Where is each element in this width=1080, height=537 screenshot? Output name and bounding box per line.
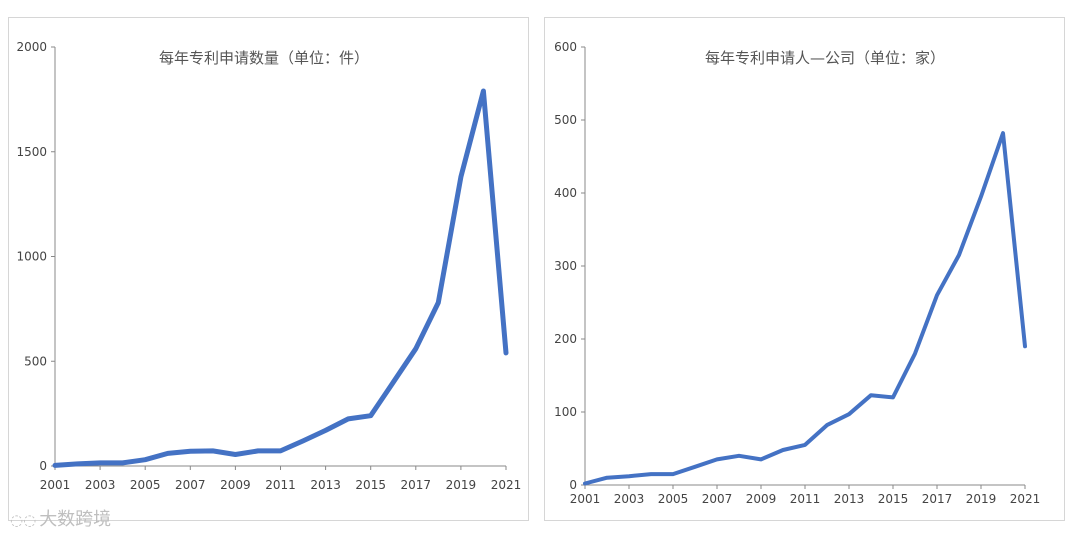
y-tick-label: 600 [554,40,577,54]
chart-title: 每年专利申请数量（单位：件） [159,49,369,67]
watermark-text: 大数跨境 [39,509,112,530]
x-tick-label: 2007 [175,478,206,492]
series-line [583,131,1027,486]
x-tick-label: 2017 [401,478,432,492]
chart-marks: 0 500 1000 1500 2000 2001 2003 2005 2007 2009 2011… [16,40,521,492]
watermark: ◌◌ 大数跨境 [10,505,111,531]
speech-bubble-icon: ◌◌ [10,511,37,529]
x-tick-label: 2013 [834,492,865,506]
y-tick-label: 0 [39,459,47,473]
x-tick-label: 2011 [790,492,821,506]
y-tick-label: 200 [554,332,577,346]
x-tick-label: 2013 [310,478,341,492]
chart-patent-applicant-companies: 每年专利申请人—公司（单位：家） 0 100 200 300 400 500 600 2001… [554,40,1040,506]
x-tick-label: 2001 [40,478,71,492]
x-tick-label: 2019 [446,478,477,492]
x-tick-label: 2003 [85,478,116,492]
x-tick-label: 2007 [702,492,733,506]
x-tick-label: 2005 [130,478,161,492]
y-tick-label: 1000 [16,250,47,264]
x-tick-label: 2017 [922,492,953,506]
series-line [52,88,509,468]
y-tick-label: 500 [554,113,577,127]
y-tick-label: 300 [554,259,577,273]
x-tick-label: 2003 [614,492,645,506]
chart-panel-patent-applicant-companies: 每年专利申请人—公司（单位：家） 0 100 200 300 400 500 600 2001… [544,17,1065,521]
y-tick-label: 1500 [16,145,47,159]
x-tick-label: 2001 [570,492,601,506]
x-tick-label: 2009 [220,478,251,492]
x-tick-label: 2005 [658,492,689,506]
x-tick-label: 2021 [491,478,522,492]
x-tick-label: 2019 [966,492,997,506]
y-tick-label: 0 [569,478,577,492]
x-tick-label: 2009 [746,492,777,506]
x-tick-label: 2021 [1010,492,1041,506]
x-tick-label: 2015 [355,478,386,492]
chart-marks: 0 100 200 300 400 500 600 2001 2003 2005 2007 2009 2… [554,40,1040,506]
x-tick-label: 2011 [265,478,296,492]
y-tick-label: 400 [554,186,577,200]
x-tick-label: 2015 [878,492,909,506]
y-tick-label: 500 [24,354,47,368]
chart-patent-applications: 每年专利申请数量（单位：件） 0 500 1000 1500 2000 2001 2003 2… [16,40,521,492]
chart-title: 每年专利申请人—公司（单位：家） [705,49,945,67]
chart-panel-patent-applications: 每年专利申请数量（单位：件） 0 500 1000 1500 2000 2001 2003 2… [8,17,529,521]
y-tick-label: 100 [554,405,577,419]
y-tick-label: 2000 [16,40,47,54]
